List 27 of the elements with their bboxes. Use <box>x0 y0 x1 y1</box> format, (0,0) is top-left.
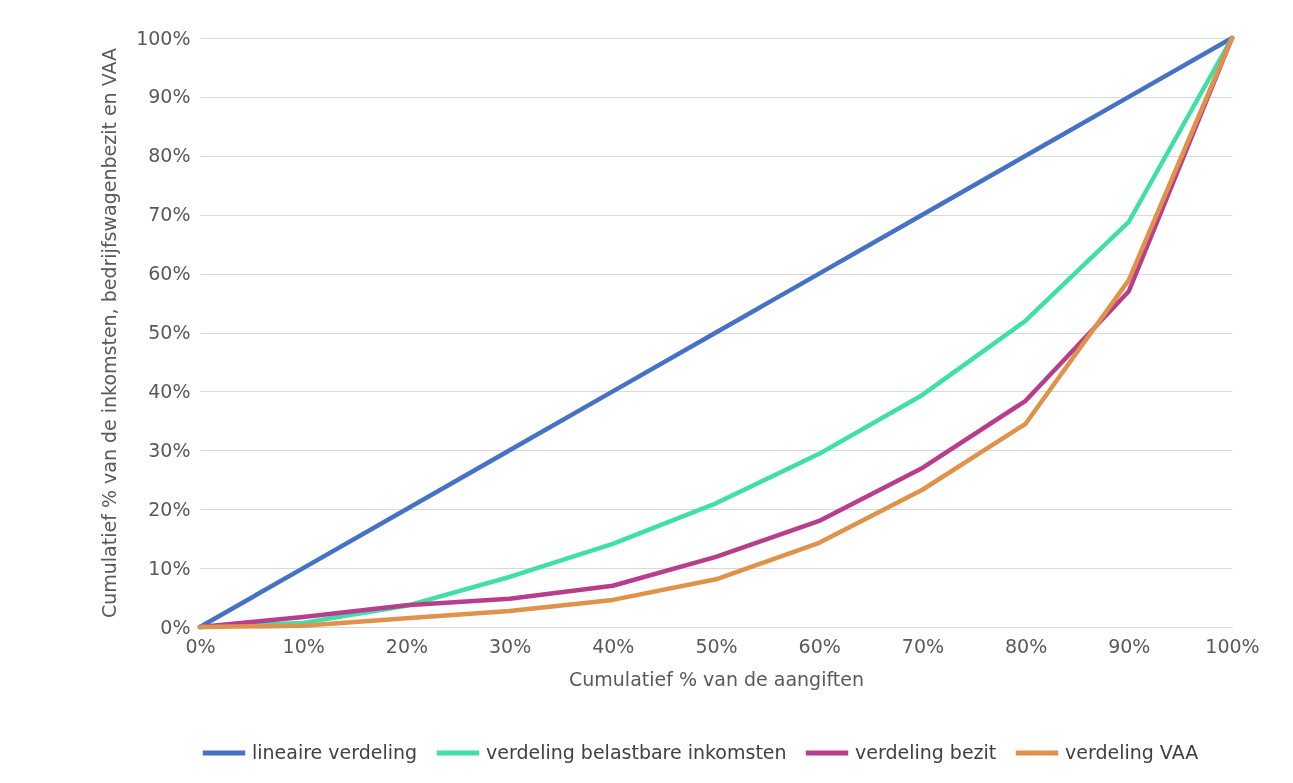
legend-label: verdeling VAA <box>1065 741 1199 763</box>
y-tick-label: 40% <box>148 379 191 402</box>
y-tick-label: 50% <box>148 321 191 343</box>
y-tick-label: 30% <box>148 438 191 461</box>
x-tick-label: 50% <box>695 634 738 657</box>
y-tick-label: 100% <box>136 26 191 49</box>
y-axis-title: Cumulatief % van de inkomsten, bedrijfswagenbezit en VAA <box>98 47 121 619</box>
y-tick-label: 90% <box>148 85 191 108</box>
y-tick-label: 10% <box>148 556 191 579</box>
y-tick-label: 20% <box>148 497 191 520</box>
legend-label: lineaire verdeling <box>252 741 418 763</box>
x-tick-label: 80% <box>1004 634 1048 657</box>
line-series <box>197 35 1235 630</box>
legend-label: verdeling belastbare inkomsten <box>486 741 787 763</box>
legend-label: verdeling bezit <box>855 741 997 763</box>
y-tick-label: 70% <box>148 203 191 226</box>
y-tick-label: 80% <box>148 144 191 167</box>
x-axis-title: Cumulatief % van de aangiften <box>569 667 864 690</box>
x-tick-label: 20% <box>385 634 429 657</box>
x-tick-label: 10% <box>282 634 325 657</box>
x-tick-label: 40% <box>592 634 635 657</box>
x-tick-label: 70% <box>901 634 945 657</box>
x-tick-label: 30% <box>488 634 532 657</box>
x-tick-label: 100% <box>1205 634 1260 657</box>
x-tick-label: 90% <box>1108 634 1151 657</box>
x-tick-label: 60% <box>798 634 841 657</box>
y-tick-label: 60% <box>148 262 191 285</box>
